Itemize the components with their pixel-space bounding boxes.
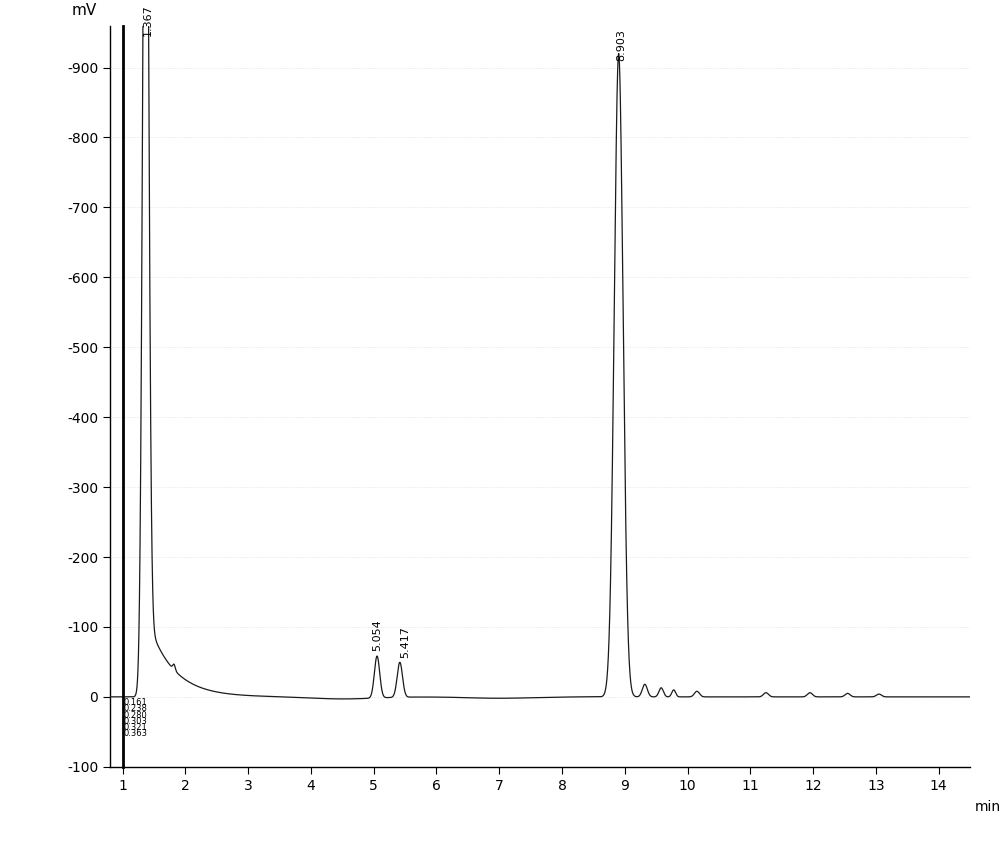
Text: mV: mV [71, 3, 97, 18]
Text: 0.303: 0.303 [123, 717, 147, 726]
Text: min: min [974, 800, 1000, 815]
Text: 5.417: 5.417 [400, 626, 410, 659]
Text: 0.363: 0.363 [123, 729, 147, 739]
Text: 1.367: 1.367 [143, 4, 153, 36]
Text: 0.280: 0.280 [123, 711, 147, 720]
Text: 0.238: 0.238 [123, 705, 147, 713]
Text: 8.903: 8.903 [617, 29, 627, 60]
Text: 0.321: 0.321 [123, 723, 147, 732]
Text: 5.054: 5.054 [372, 619, 382, 652]
Text: 0.161: 0.161 [123, 698, 147, 707]
